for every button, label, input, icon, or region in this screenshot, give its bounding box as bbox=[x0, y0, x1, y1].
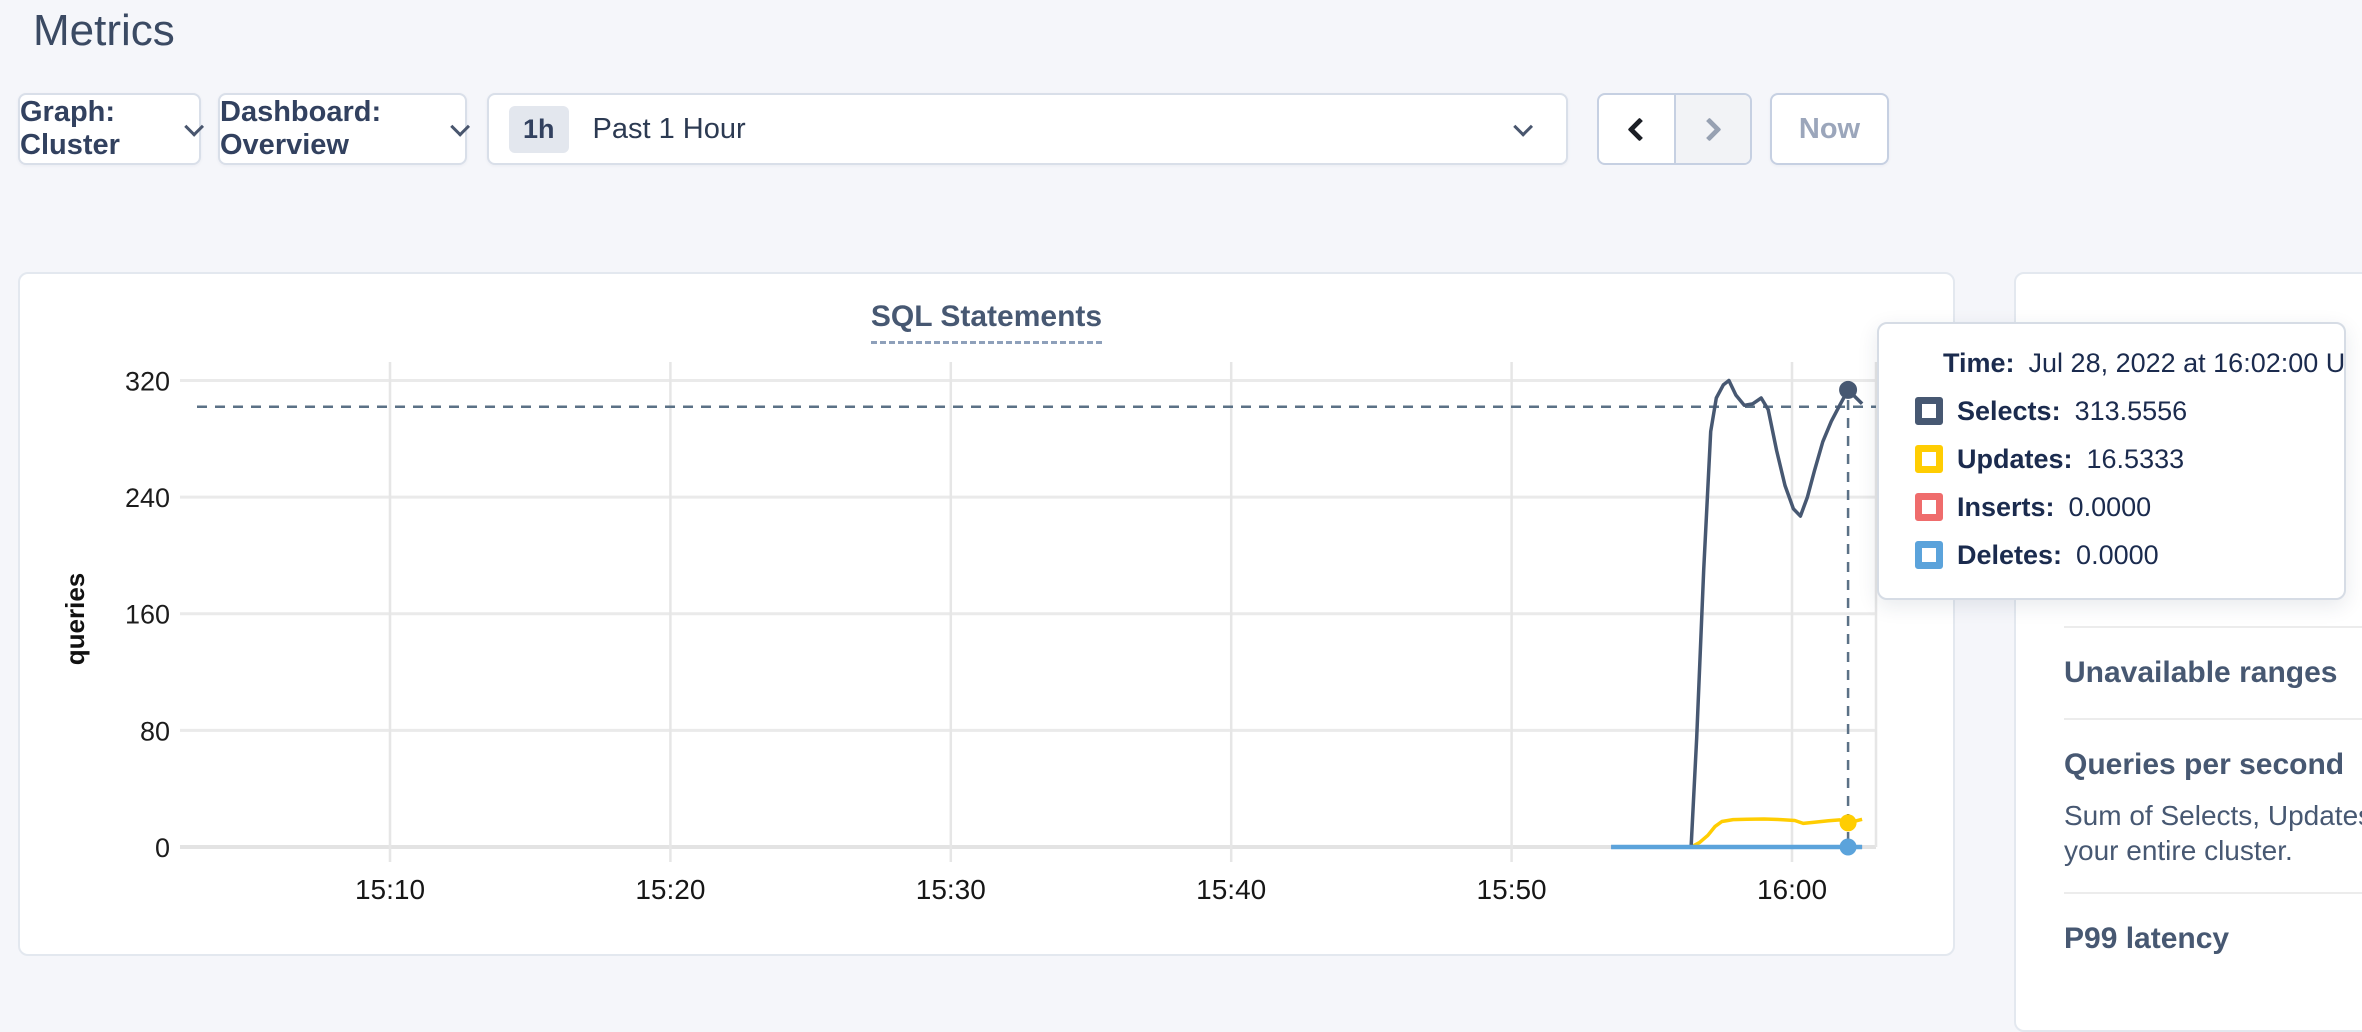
metrics-page: { "page": { "title": "Metrics" }, "toolb… bbox=[18, 6, 2362, 1032]
sidebar-list: Unavailable ranges Queries per second Sum … bbox=[2064, 626, 2362, 956]
chart-hover-tooltip: Time: Jul 28, 2022 at 16:02:00 UTC Selec… bbox=[1877, 322, 2346, 600]
tooltip-time-label: Time: bbox=[1943, 347, 2015, 378]
svg-text:15:30: 15:30 bbox=[916, 874, 986, 905]
now-button[interactable]: Now bbox=[1770, 93, 1889, 165]
hover-dot-updates bbox=[1839, 814, 1857, 832]
sidebar-divider bbox=[2064, 892, 2362, 894]
time-range-label: Past 1 Hour bbox=[592, 112, 746, 145]
chart-title-row: SQL Statements bbox=[20, 300, 1953, 344]
tooltip-series-value: 16.5333 bbox=[2086, 443, 2185, 474]
sidebar-item-title: Unavailable ranges bbox=[2064, 656, 2338, 689]
tooltip-series-row: Deletes: 0.0000 bbox=[1915, 540, 2344, 570]
time-window-nav bbox=[1597, 93, 1752, 165]
svg-text:15:40: 15:40 bbox=[1196, 874, 1266, 905]
tooltip-series-label: Deletes: bbox=[1957, 539, 2063, 570]
hover-dot-selects bbox=[1839, 380, 1858, 399]
tooltip-series-value: 0.0000 bbox=[2076, 539, 2159, 570]
sidebar-item-title: P99 latency bbox=[2064, 922, 2230, 955]
series-selects-line bbox=[1689, 378, 1864, 848]
legend-square-icon bbox=[1915, 397, 1943, 425]
sql-statements-chart-card: SQL Statements 0 80 160 240 320 15:10 15:20 15:… bbox=[18, 272, 1955, 956]
svg-text:0: 0 bbox=[155, 833, 170, 863]
sidebar-divider bbox=[2064, 718, 2362, 720]
tooltip-series-rows: Selects: 313.5556 Updates: 16.5333 Inserts: 0… bbox=[1915, 396, 2344, 570]
svg-text:16:00: 16:00 bbox=[1757, 874, 1827, 905]
chevron-right-icon bbox=[1697, 116, 1722, 142]
chevron-down-icon bbox=[1513, 116, 1534, 137]
sidebar-divider bbox=[2064, 626, 2362, 628]
graph-dropdown[interactable]: Graph: Cluster bbox=[18, 93, 205, 165]
chart-title[interactable]: SQL Statements bbox=[870, 300, 1103, 344]
tooltip-series-row: Inserts: 0.0000 bbox=[1915, 492, 2344, 522]
sidebar-item-description: Sum of Selects, Updates, Inseryour entir… bbox=[2064, 800, 2362, 866]
now-button-label: Now bbox=[1798, 112, 1861, 145]
chevron-down-icon bbox=[450, 116, 471, 137]
legend-square-icon bbox=[1915, 445, 1943, 473]
sidebar-item-title: Queries per second bbox=[2064, 748, 2345, 781]
tooltip-series-value: 0.0000 bbox=[2068, 491, 2152, 522]
time-range-dropdown[interactable]: 1h Past 1 Hour bbox=[487, 93, 1568, 165]
previous-window-button[interactable] bbox=[1599, 95, 1674, 163]
svg-text:240: 240 bbox=[125, 483, 170, 513]
graph-dropdown-label: Graph: Cluster bbox=[20, 96, 120, 161]
page-title: Metrics bbox=[33, 6, 175, 55]
legend-square-icon bbox=[1915, 541, 1943, 569]
tooltip-series-value: 313.5556 bbox=[2074, 395, 2188, 426]
tooltip-series-row: Updates: 16.5333 bbox=[1915, 444, 2344, 474]
next-window-button-disabled[interactable] bbox=[1673, 95, 1750, 163]
chevron-down-icon bbox=[184, 116, 205, 137]
legend-square-icon bbox=[1915, 493, 1943, 521]
svg-text:15:20: 15:20 bbox=[635, 874, 705, 905]
tooltip-series-label: Inserts: bbox=[1957, 491, 2055, 522]
hover-dot-deletes bbox=[1839, 838, 1857, 856]
svg-text:queries: queries bbox=[60, 573, 90, 666]
tooltip-series-label: Selects: bbox=[1957, 395, 2061, 426]
dashboard-dropdown[interactable]: Dashboard: Overview bbox=[218, 93, 471, 165]
series-updates-line bbox=[1690, 817, 1863, 849]
svg-text:15:50: 15:50 bbox=[1477, 874, 1547, 905]
dashboard-dropdown-label: Dashboard: Overview bbox=[220, 96, 382, 161]
tooltip-series-label: Updates: bbox=[1957, 443, 2073, 474]
tooltip-time-row: Time: Jul 28, 2022 at 16:02:00 UTC bbox=[1915, 348, 2344, 378]
svg-text:15:10: 15:10 bbox=[355, 874, 425, 905]
chevron-left-icon bbox=[1627, 116, 1652, 142]
svg-text:160: 160 bbox=[125, 600, 170, 630]
sql-statements-line-chart[interactable]: 0 80 160 240 320 15:10 15:20 15:30 15:40 15:50 16:… bbox=[20, 274, 1953, 954]
svg-text:80: 80 bbox=[140, 716, 170, 746]
time-range-badge: 1h bbox=[509, 105, 569, 153]
svg-text:320: 320 bbox=[125, 366, 170, 396]
tooltip-time-value: Jul 28, 2022 at 16:02:00 UTC bbox=[2028, 347, 2346, 378]
tooltip-series-row: Selects: 313.5556 bbox=[1915, 396, 2344, 426]
